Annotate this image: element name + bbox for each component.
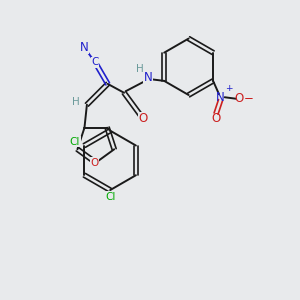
Text: N: N [216, 91, 225, 104]
Text: N: N [143, 71, 152, 84]
Text: Cl: Cl [70, 137, 80, 147]
Text: +: + [225, 84, 232, 93]
Text: −: − [244, 92, 254, 105]
Text: C: C [92, 58, 99, 68]
Text: Cl: Cl [105, 192, 115, 202]
Text: O: O [234, 92, 244, 105]
Text: O: O [90, 158, 98, 168]
Text: N: N [80, 40, 88, 53]
Text: H: H [72, 97, 80, 107]
Text: H: H [136, 64, 143, 74]
Text: O: O [212, 112, 221, 124]
Text: O: O [139, 112, 148, 125]
